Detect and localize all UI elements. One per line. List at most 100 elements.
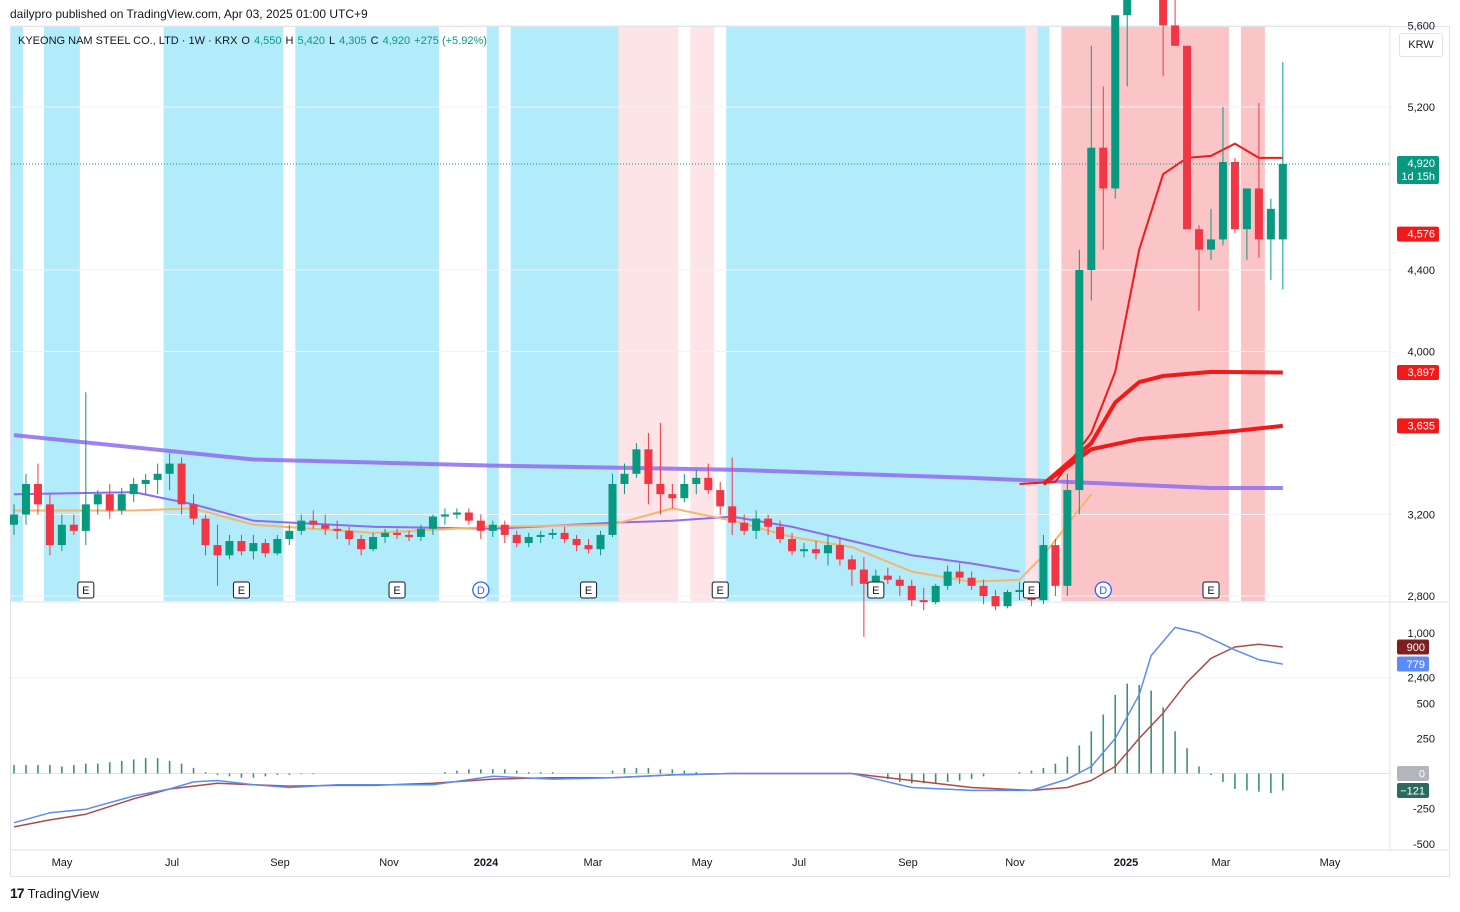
candle-body[interactable] bbox=[776, 526, 785, 539]
candle-body[interactable] bbox=[871, 575, 880, 584]
candle-body[interactable] bbox=[1111, 15, 1120, 189]
candle-body[interactable] bbox=[405, 534, 414, 537]
candle-body[interactable] bbox=[979, 585, 988, 597]
candle-body[interactable] bbox=[500, 524, 509, 535]
candle-body[interactable] bbox=[369, 536, 378, 550]
candle-body[interactable] bbox=[357, 538, 366, 550]
candle-body[interactable] bbox=[213, 545, 222, 556]
dividend-marker[interactable]: D bbox=[472, 581, 490, 599]
candle-body[interactable] bbox=[165, 463, 174, 474]
earnings-marker[interactable]: E bbox=[388, 581, 406, 599]
candle-body[interactable] bbox=[21, 483, 30, 515]
earnings-marker[interactable]: E bbox=[77, 581, 95, 599]
candle-body[interactable] bbox=[141, 479, 150, 484]
candle-body[interactable] bbox=[1195, 229, 1204, 250]
candle-body[interactable] bbox=[1159, 0, 1168, 26]
candle-body[interactable] bbox=[249, 543, 258, 552]
candle-body[interactable] bbox=[1207, 239, 1215, 250]
candle-body[interactable] bbox=[273, 538, 282, 554]
candle-body[interactable] bbox=[536, 534, 545, 537]
candle-body[interactable] bbox=[1183, 45, 1192, 230]
candle-body[interactable] bbox=[752, 518, 761, 531]
candle-body[interactable] bbox=[859, 569, 868, 584]
candle-body[interactable] bbox=[440, 514, 449, 517]
candle-body[interactable] bbox=[225, 541, 234, 556]
candle-body[interactable] bbox=[764, 518, 773, 527]
earnings-marker[interactable]: E bbox=[867, 581, 885, 599]
candle-body[interactable] bbox=[428, 516, 437, 529]
candle-body[interactable] bbox=[1218, 161, 1227, 240]
candle-body[interactable] bbox=[45, 504, 54, 546]
candle-body[interactable] bbox=[680, 483, 689, 499]
candle-body[interactable] bbox=[991, 596, 1000, 607]
candle-body[interactable] bbox=[81, 504, 90, 531]
candle-body[interactable] bbox=[955, 571, 964, 578]
dividend-marker[interactable]: D bbox=[1094, 581, 1112, 599]
candle-body[interactable] bbox=[548, 532, 557, 535]
candle-body[interactable] bbox=[1039, 545, 1048, 601]
candle-body[interactable] bbox=[1171, 25, 1180, 46]
candle-body[interactable] bbox=[823, 545, 832, 554]
candle-body[interactable] bbox=[464, 512, 473, 521]
candle-body[interactable] bbox=[1003, 591, 1012, 607]
candle-body[interactable] bbox=[333, 528, 342, 531]
candle-body[interactable] bbox=[740, 522, 749, 531]
candle-body[interactable] bbox=[1123, 0, 1132, 16]
earnings-marker[interactable]: E bbox=[1022, 581, 1040, 599]
candle-body[interactable] bbox=[297, 520, 306, 531]
candle-body[interactable] bbox=[93, 494, 102, 505]
candle-body[interactable] bbox=[1063, 490, 1072, 586]
candle-body[interactable] bbox=[105, 494, 114, 511]
candle-body[interactable] bbox=[716, 490, 725, 507]
earnings-marker[interactable]: E bbox=[1202, 581, 1220, 599]
candle-body[interactable] bbox=[33, 483, 42, 505]
candle-body[interactable] bbox=[177, 463, 186, 505]
candle-body[interactable] bbox=[656, 483, 665, 495]
candle-body[interactable] bbox=[524, 536, 533, 544]
candle-body[interactable] bbox=[800, 549, 809, 552]
candle-body[interactable] bbox=[153, 473, 162, 480]
candle-body[interactable] bbox=[237, 541, 246, 552]
candle-body[interactable] bbox=[835, 545, 844, 560]
earnings-marker[interactable]: E bbox=[232, 581, 250, 599]
earnings-marker[interactable]: E bbox=[711, 581, 729, 599]
candle-body[interactable] bbox=[1099, 147, 1108, 189]
candle-body[interactable] bbox=[57, 524, 66, 546]
candle-body[interactable] bbox=[189, 504, 198, 519]
candle-body[interactable] bbox=[919, 600, 928, 603]
candle-body[interactable] bbox=[416, 528, 425, 537]
currency-button[interactable]: KRW bbox=[1399, 33, 1443, 57]
candle-body[interactable] bbox=[129, 483, 138, 495]
candle-body[interactable] bbox=[1254, 188, 1263, 240]
candle-body[interactable] bbox=[1230, 161, 1239, 230]
candle-body[interactable] bbox=[788, 538, 797, 552]
candle-body[interactable] bbox=[321, 524, 330, 529]
candle-body[interactable] bbox=[201, 518, 210, 546]
candle-body[interactable] bbox=[560, 532, 569, 539]
candle-body[interactable] bbox=[345, 530, 354, 539]
candle-body[interactable] bbox=[692, 477, 701, 484]
candle-body[interactable] bbox=[69, 524, 78, 531]
candle-body[interactable] bbox=[811, 549, 820, 554]
candle-body[interactable] bbox=[1087, 147, 1096, 270]
candle-body[interactable] bbox=[285, 530, 294, 539]
candle-body[interactable] bbox=[1075, 269, 1084, 491]
candle-body[interactable] bbox=[704, 477, 713, 491]
candle-body[interactable] bbox=[883, 575, 892, 580]
candle-body[interactable] bbox=[452, 512, 461, 515]
candle-body[interactable] bbox=[943, 571, 952, 586]
candle-body[interactable] bbox=[261, 543, 270, 554]
candle-body[interactable] bbox=[931, 585, 940, 603]
candle-body[interactable] bbox=[1051, 545, 1060, 586]
candle-body[interactable] bbox=[1266, 208, 1275, 240]
candle-body[interactable] bbox=[632, 449, 641, 474]
tradingview-logo[interactable]: 17 TradingView bbox=[10, 885, 99, 901]
candle-body[interactable] bbox=[608, 483, 617, 535]
candle-body[interactable] bbox=[512, 534, 521, 544]
candle-body[interactable] bbox=[476, 520, 485, 531]
candle-body[interactable] bbox=[584, 545, 593, 550]
candle-body[interactable] bbox=[309, 520, 318, 525]
candle-body[interactable] bbox=[10, 514, 18, 525]
candle-body[interactable] bbox=[620, 473, 629, 484]
